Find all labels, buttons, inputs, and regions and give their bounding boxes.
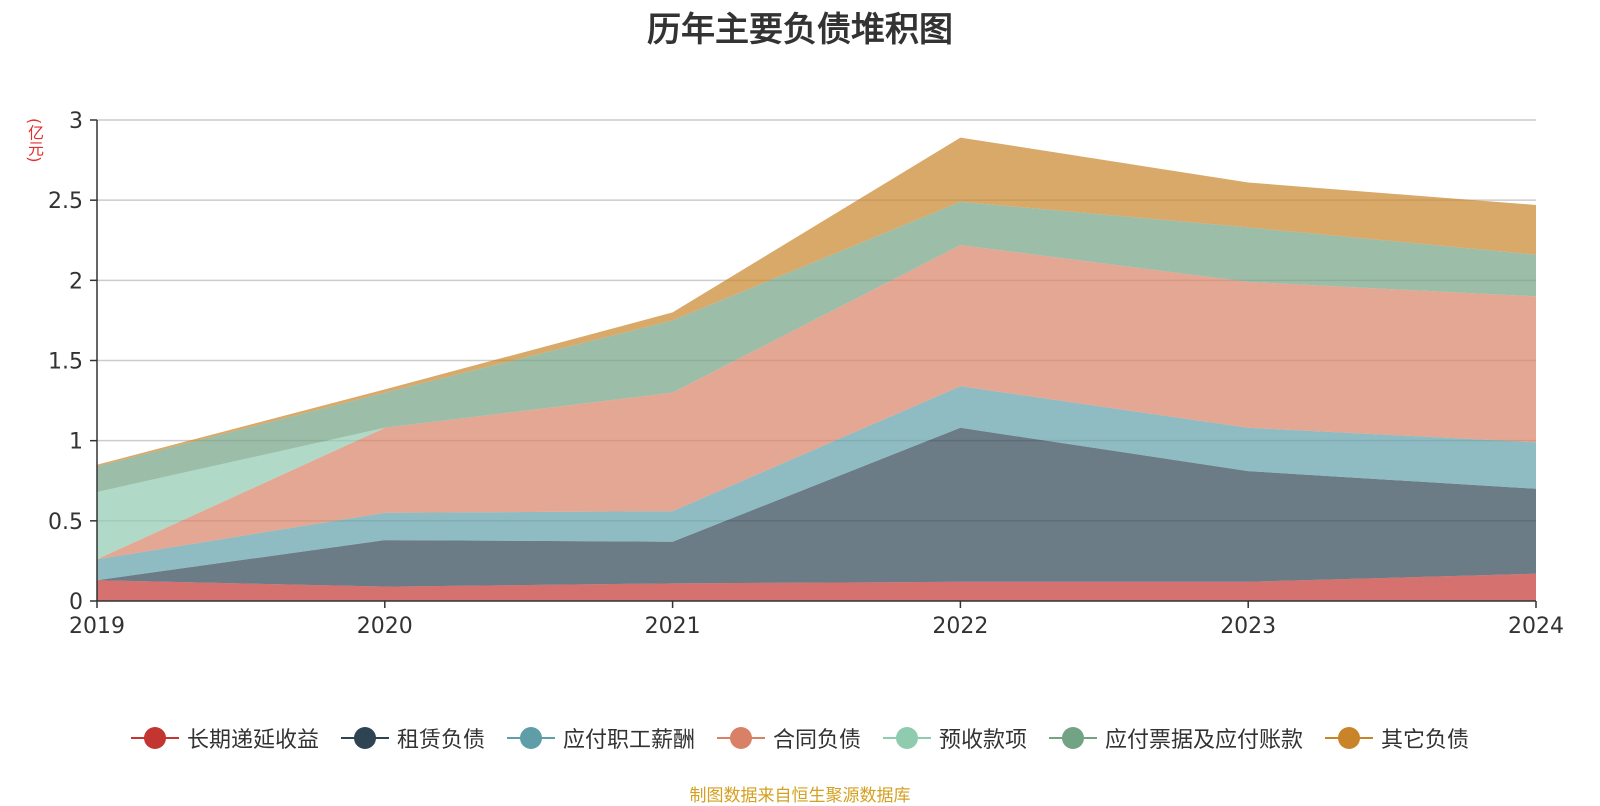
axes: 0 0.5 1 1.5 2 2.5 3 2019 2020 2021 2022 2023 2024 <box>48 109 1564 639</box>
legend-item[interactable]: 长期递延收益 <box>130 722 319 754</box>
legend-item[interactable]: 其它负债 <box>1325 722 1469 754</box>
legend-label: 合同负债 <box>772 728 861 753</box>
x-tick-label: 2021 <box>645 614 701 639</box>
area-series <box>97 137 1536 601</box>
legend-marker-icon <box>130 726 179 750</box>
chart-title: 历年主要负债堆积图 <box>647 10 953 50</box>
legend-item[interactable]: 预收款项 <box>883 722 1027 754</box>
y-tick-label: 2.5 <box>48 189 83 214</box>
y-tick-label: 0 <box>69 590 83 615</box>
legend-marker-icon <box>506 726 555 750</box>
x-tick-label: 2020 <box>357 614 413 639</box>
area-7 <box>97 137 1536 467</box>
legend-label: 应付票据及应付账款 <box>1105 728 1304 753</box>
legend-label: 租赁负债 <box>396 728 485 753</box>
legend-label: 预收款项 <box>939 728 1028 753</box>
y-tick-label: 3 <box>69 109 83 134</box>
area-1 <box>97 573 1536 601</box>
legend-item[interactable]: 应付职工薪酬 <box>506 722 695 754</box>
y-tick-label: 0.5 <box>48 510 83 535</box>
area-2 <box>97 427 1536 587</box>
legend-marker-icon <box>1325 726 1374 750</box>
y-tick-label: 1 <box>69 430 83 455</box>
x-tick-label: 2022 <box>932 614 988 639</box>
legend-item[interactable]: 合同负债 <box>716 722 861 754</box>
y-tick-label: 1.5 <box>48 350 83 375</box>
legend-label: 长期递延收益 <box>186 728 319 753</box>
x-tick-label: 2023 <box>1220 614 1276 639</box>
x-tick-label: 2019 <box>69 614 125 639</box>
data-source-note: 制图数据来自恒生聚源数据库 <box>689 786 911 806</box>
y-tick-label: 2 <box>69 269 83 294</box>
legend-item[interactable]: 应付票据及应付账款 <box>1049 722 1303 754</box>
legend-marker-icon <box>883 726 931 750</box>
legend-marker-icon <box>1049 726 1098 750</box>
legend-marker-icon <box>340 726 389 750</box>
legend-marker-icon <box>716 726 765 750</box>
area-3 <box>97 386 1536 581</box>
legend-label: 其它负债 <box>1381 728 1470 753</box>
y-axis-unit: (亿元) <box>25 118 44 163</box>
legend-label: 应付职工薪酬 <box>562 728 695 753</box>
legend: 长期递延收益 租赁负债 应付职工薪酬 合同负债 预收款项 应付票据及应付账款 其它负债 <box>0 722 1600 754</box>
area-4 <box>97 245 1536 560</box>
x-tick-label: 2024 <box>1508 614 1564 639</box>
legend-item[interactable]: 租赁负债 <box>340 722 485 754</box>
